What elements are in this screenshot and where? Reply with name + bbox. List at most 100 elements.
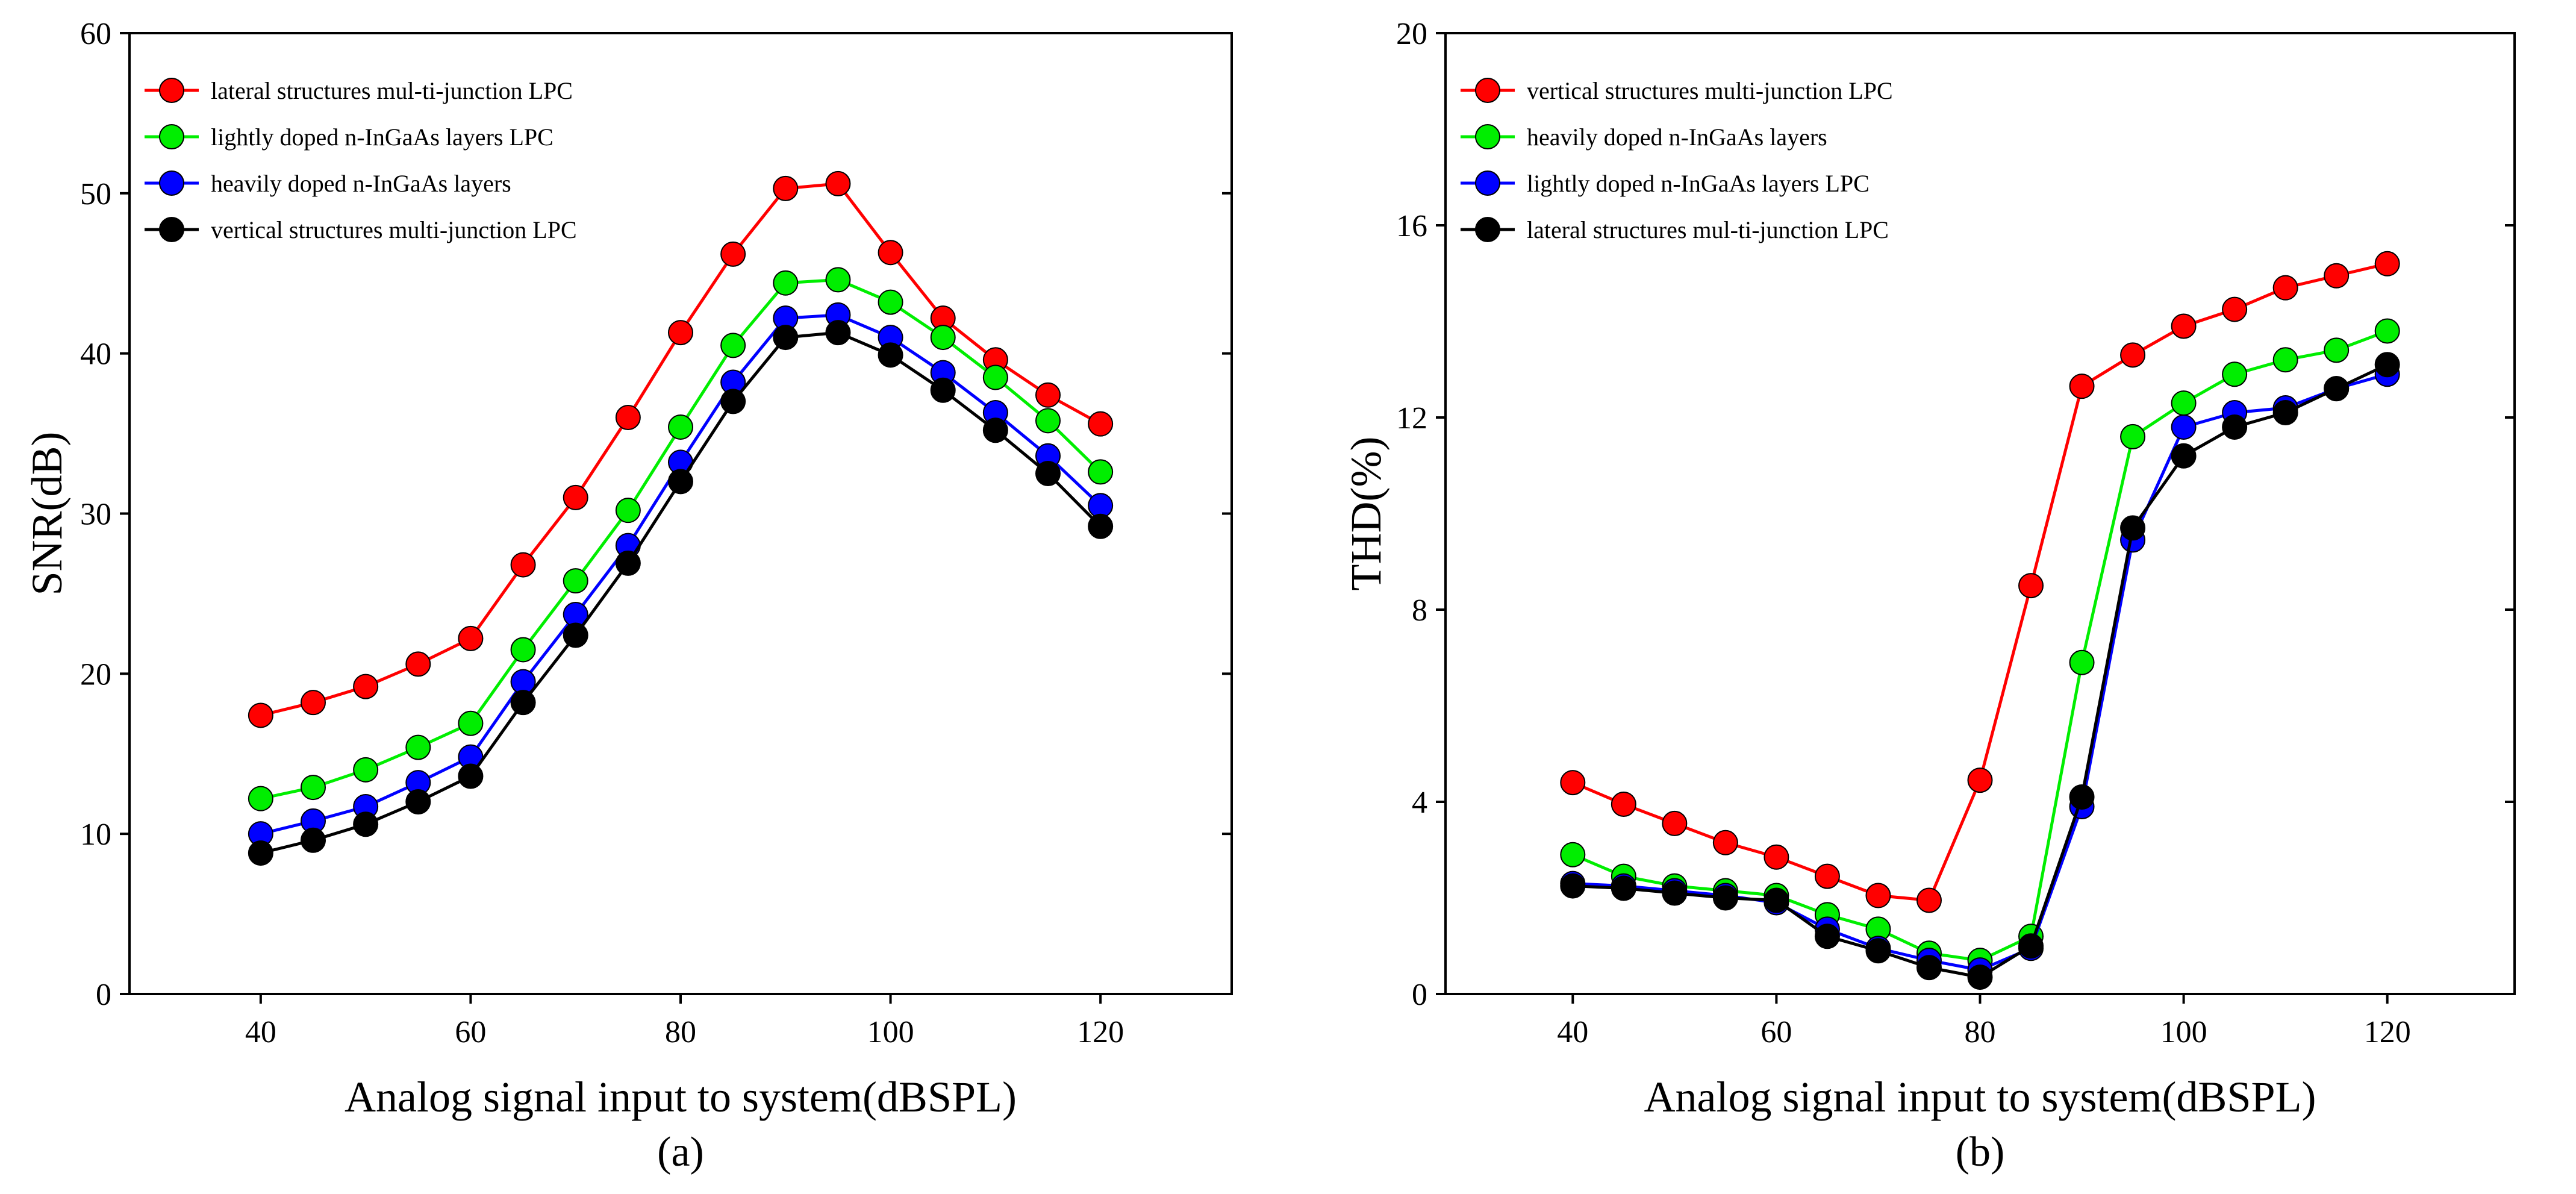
panel-b-series-1-point <box>1764 844 1789 870</box>
panel-a-series-1-point <box>248 702 273 728</box>
panel-b-series-4-point <box>2018 933 2044 959</box>
panel-b-series-2-point <box>2069 649 2095 675</box>
panel-b-x-tick-label: 80 <box>1965 1015 1996 1049</box>
panel-b-series-2-point <box>2120 424 2146 449</box>
panel-b-series-2-point <box>2374 318 2400 344</box>
panel-a-series-line-3 <box>260 313 1102 836</box>
panel-a-series-4-point <box>720 389 746 414</box>
panel-b-x-tick-label: 60 <box>1760 1015 1792 1049</box>
panel-b-series-1-point <box>1611 791 1636 817</box>
panel-b-y-tick-label: 0 <box>1412 978 1427 1012</box>
panel-b-series-1-point <box>2171 313 2197 339</box>
panel-a-legend-label-4: vertical structures multi-junction LPC <box>211 216 577 243</box>
panel-a-series-1-point <box>825 170 851 196</box>
panel-a-series-1-point <box>510 552 536 578</box>
panel-b-series-2-point <box>2324 337 2350 363</box>
panel-b-series-1-point <box>1662 810 1688 836</box>
panel-b-series-1-point <box>1865 883 1891 908</box>
panel-b-series-1-point <box>2069 374 2095 399</box>
panel-b-series-4-point <box>1916 955 1942 981</box>
panel-a-series-1-point <box>668 320 693 346</box>
panel-a-series-1-point <box>615 405 641 430</box>
panel-b-series-4-point <box>1814 924 1840 949</box>
panel-b-series-4-point <box>2374 352 2400 378</box>
panel-b-series-4-point <box>2120 515 2146 541</box>
panel-b-legend-label-3: lightly doped n-InGaAs layers LPC <box>1527 170 1870 197</box>
panel-b-legend-marker-3 <box>1475 170 1500 196</box>
panel-a-series-2-point <box>720 333 746 358</box>
panel-b-x-tick-label: 120 <box>2364 1015 2411 1049</box>
panel-a-series-2-point <box>1035 408 1061 434</box>
panel-b-series-1-point <box>2120 342 2146 368</box>
panel-b-legend-label-1: vertical structures multi-junction LPC <box>1527 77 1893 104</box>
panel-b-series-2-point <box>2171 390 2197 416</box>
panel-b-series-1-point <box>2018 573 2044 599</box>
panel-a-panel-label: (a) <box>657 1129 704 1175</box>
panel-a-series-2-point <box>405 734 431 760</box>
panel-b-series-4-point <box>1662 880 1688 906</box>
panel-a-series-4-point <box>773 325 799 351</box>
panel-b-x-tick-label: 40 <box>1557 1015 1588 1049</box>
panel-a-series-1-point <box>405 651 431 677</box>
panel-a-series-4-point <box>930 377 956 403</box>
panel-a-legend-marker-2 <box>159 124 184 149</box>
panel-a-x-tick-label: 80 <box>665 1015 696 1049</box>
panel-b-series-1-point <box>2222 296 2248 322</box>
panel-b-series-line-1 <box>1572 262 2388 902</box>
panel-b-series-4-point <box>1560 873 1586 899</box>
panel-a-series-1-point <box>1088 411 1114 437</box>
panel-a-series-1-point <box>1035 382 1061 408</box>
panel-b-x-axis-title: Analog signal input to system(dBSPL) <box>1644 1073 2316 1121</box>
panel-a-legend-label-3: heavily doped n-InGaAs layers <box>211 170 511 197</box>
panel-a-series-1-point <box>301 690 326 716</box>
panel-a-x-tick-label: 100 <box>867 1015 914 1049</box>
panel-b-series-4-point <box>1712 885 1738 911</box>
panel-a-y-tick-label: 20 <box>80 657 111 692</box>
panel-a-series-2-point <box>301 775 326 801</box>
panel-b-series-1-point <box>2324 263 2350 289</box>
panel-a-series-2-point <box>353 757 379 783</box>
panel-a-series-2-point <box>668 414 693 440</box>
panel-b-series-2-point <box>2222 361 2248 387</box>
panel-a-x-tick-label: 120 <box>1077 1015 1124 1049</box>
panel-a-series-2-point <box>248 786 273 811</box>
panel-b-y-tick-label: 20 <box>1396 17 1427 51</box>
panel-b-legend-label-4: lateral structures mul-ti-junction LPC <box>1527 216 1889 243</box>
panel-a-series-1-point <box>720 241 746 267</box>
panel-b-panel-label: (b) <box>1956 1129 2005 1175</box>
panel-b-series-4-point <box>2171 443 2197 469</box>
panel-b-series-2-point <box>2272 347 2298 373</box>
panel-b-y-tick-label: 16 <box>1396 209 1427 243</box>
panel-b-series-1-point <box>2272 275 2298 301</box>
panel-a-series-2-point <box>615 498 641 524</box>
panel-a-legend-marker-1 <box>159 78 184 103</box>
panel-a-series-2-point <box>773 270 799 296</box>
panel-b-series-line-3 <box>1573 372 2388 972</box>
panel-a-series-2-point <box>563 568 588 594</box>
panel-b-y-tick-label: 12 <box>1396 401 1427 436</box>
panel-b-series-1-point <box>1967 767 1993 793</box>
panel-a-series-4-point <box>301 827 326 853</box>
panel-a-legend-marker-3 <box>159 170 184 196</box>
panel-b: 40 60 80 100 120 0 4 8 12 16 20 Analog signal input… <box>1342 17 2516 1175</box>
panel-a-y-tick-label: 0 <box>96 978 111 1012</box>
panel-a-series-4-point <box>825 320 851 346</box>
panel-b-series-4-point <box>1611 875 1636 901</box>
panel-a-series-line-2 <box>260 278 1102 801</box>
panel-a-series-4-point <box>1088 513 1114 539</box>
panel-b-series-line-4 <box>1573 363 2388 979</box>
panel-b-series-1-point <box>2374 251 2400 277</box>
panel-b-series-2-point <box>1560 842 1586 867</box>
panel-a-x-tick-label: 40 <box>245 1015 276 1049</box>
panel-b-series-4-point <box>2324 376 2350 402</box>
panel-b-y-tick-label: 4 <box>1412 786 1427 820</box>
panel-a-series-4-point <box>563 622 588 648</box>
panel-b-series-1-point <box>1916 887 1942 913</box>
panel-a-y-tick-label: 50 <box>80 177 111 211</box>
panel-a-y-tick-label: 10 <box>80 817 111 852</box>
panel-b-series-1-point <box>1814 863 1840 889</box>
panel-b-series-1-point <box>1712 830 1738 855</box>
panel-b-series-1-point <box>1560 770 1586 796</box>
panel-a-series-4-point <box>615 550 641 576</box>
